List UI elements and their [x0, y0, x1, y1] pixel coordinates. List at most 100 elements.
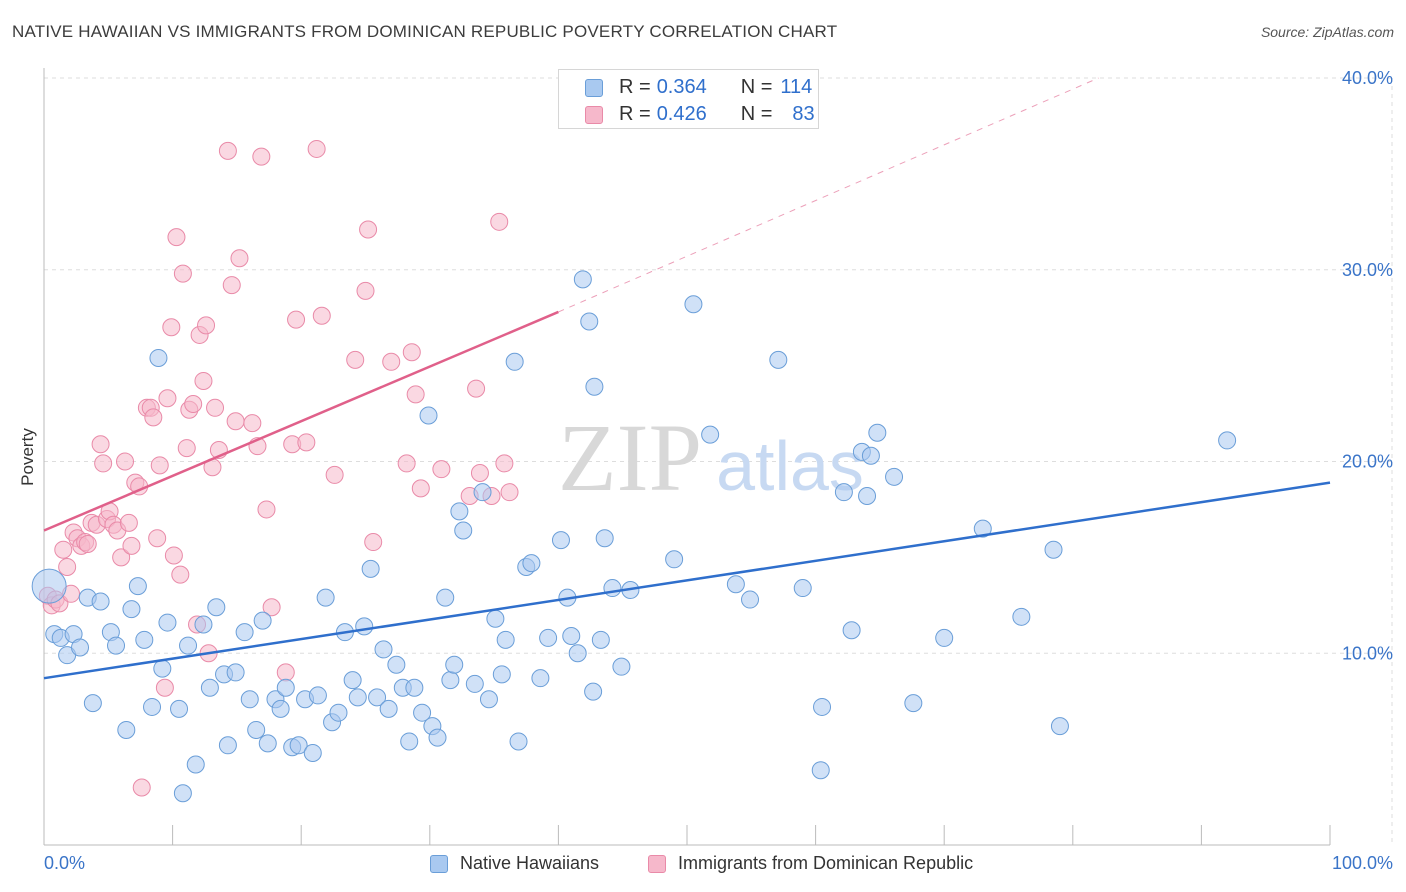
data-point-pink [312, 306, 331, 325]
data-point-pink [364, 533, 383, 552]
data-point-blue [91, 592, 110, 611]
data-point-pink [91, 435, 110, 454]
data-point-blue [128, 577, 147, 596]
stats-row-pink: R = 0.426 N = 83 [585, 103, 815, 126]
data-point-blue [218, 736, 237, 755]
trend-extension-pink [558, 77, 1099, 313]
data-point-pink [155, 678, 174, 697]
data-point-blue [591, 630, 610, 649]
data-point-pink [382, 352, 401, 371]
data-point-blue [465, 674, 484, 693]
data-point-blue [595, 529, 614, 548]
data-point-blue [400, 732, 419, 751]
data-point-pink [243, 414, 262, 433]
data-point-pink [402, 343, 421, 362]
data-point-blue [379, 699, 398, 718]
data-point-blue [361, 559, 380, 578]
data-point-blue [603, 579, 622, 598]
data-point-blue [612, 657, 631, 676]
data-point-blue [71, 638, 90, 657]
data-point-pink [432, 460, 451, 479]
data-point-pink [356, 281, 375, 300]
data-point-blue [861, 446, 880, 465]
data-point-blue [149, 348, 168, 367]
data-point-blue [551, 531, 570, 550]
data-point-pink [164, 546, 183, 565]
data-point-blue [428, 728, 447, 747]
data-point-blue [769, 350, 788, 369]
data-point-pink [54, 540, 73, 559]
data-point-pink [171, 565, 190, 584]
data-point-blue [562, 626, 581, 645]
blue-points [31, 270, 1237, 803]
x-tick-label: 0.0% [44, 853, 85, 873]
data-point-blue [479, 690, 498, 709]
data-point-blue [122, 600, 141, 619]
trend-line-blue [43, 481, 1331, 680]
data-point-blue [158, 613, 177, 632]
y-tick-label: 10.0% [1342, 643, 1393, 663]
data-point-blue [701, 425, 720, 444]
stats-r-label: R = [619, 103, 651, 125]
data-point-blue [153, 659, 172, 678]
tick-labels: 10.0% 20.0% 30.0% 40.0% 0.0% 100.0% [44, 68, 1393, 873]
data-point-blue [811, 761, 830, 780]
data-point-blue [441, 671, 460, 690]
watermark-zip: ZIP [558, 404, 702, 511]
stats-box: R = 0.364 N = 114 R = 0.426 N = 83 [558, 69, 819, 129]
data-point-blue [186, 755, 205, 774]
data-point-blue [226, 663, 245, 682]
data-point-blue [741, 590, 760, 609]
data-point-blue [522, 554, 541, 573]
data-point-blue [885, 467, 904, 486]
data-point-blue [374, 640, 393, 659]
data-point-pink [230, 249, 249, 268]
data-point-blue [904, 694, 923, 713]
data-point-pink [132, 778, 151, 797]
data-point-blue [531, 669, 550, 688]
data-point-pink [112, 548, 131, 567]
data-point-blue [179, 636, 198, 655]
data-point-pink [307, 139, 326, 158]
stats-row-blue: R = 0.364 N = 114 [585, 76, 812, 99]
data-point-blue [585, 377, 604, 396]
data-point-blue [387, 655, 406, 674]
data-point-blue [368, 688, 387, 707]
data-point-blue [308, 686, 327, 705]
data-point-blue [1012, 607, 1031, 626]
data-point-pink [119, 513, 138, 532]
data-point-pink [94, 454, 113, 473]
data-point-blue [505, 352, 524, 371]
data-point-blue [496, 630, 515, 649]
data-point-pink [500, 483, 519, 502]
stats-n-value-blue: 114 [780, 76, 813, 98]
data-point-blue [793, 579, 812, 598]
y-tick-label: 20.0% [1342, 452, 1393, 472]
data-point-pink [158, 389, 177, 408]
data-point-pink [297, 433, 316, 452]
data-point-pink [495, 454, 514, 473]
data-point-blue [539, 628, 558, 647]
data-point-pink [252, 147, 271, 166]
data-point-blue [419, 406, 438, 425]
data-point-blue [355, 617, 374, 636]
legend-label-dominican-republic: Immigrants from Dominican Republic [678, 853, 974, 873]
data-point-blue [247, 720, 266, 739]
data-point-blue [684, 295, 703, 314]
data-point-pink [144, 408, 163, 427]
legend-swatch-pink [648, 854, 666, 873]
data-point-blue [194, 615, 213, 634]
data-point-blue [143, 697, 162, 716]
data-point-blue [568, 644, 587, 663]
stats-swatch-blue [585, 78, 603, 97]
data-point-blue [935, 628, 954, 647]
data-point-blue [253, 611, 272, 630]
data-point-pink [116, 452, 135, 471]
data-point-blue [813, 697, 832, 716]
legend-item-native-hawaiians[interactable]: Native Hawaiians [430, 853, 599, 874]
legend-item-dominican-republic[interactable]: Immigrants from Dominican Republic [648, 853, 973, 874]
data-point-blue [271, 699, 290, 718]
data-point-blue [726, 575, 745, 594]
data-point-blue [405, 678, 424, 697]
